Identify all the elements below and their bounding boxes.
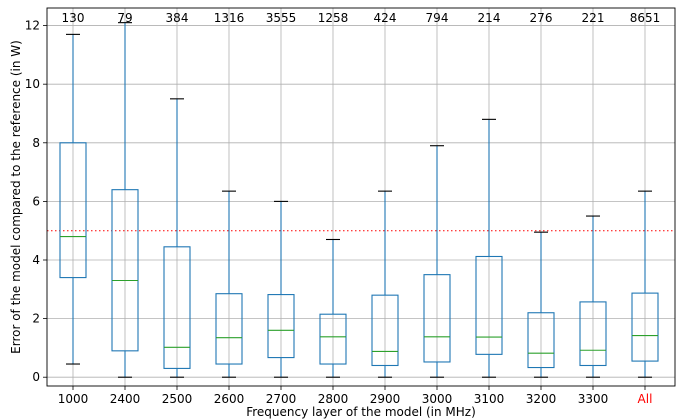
x-tick-label: 3000	[422, 392, 453, 406]
iqr-box	[579, 301, 607, 367]
box-2900	[371, 190, 399, 378]
iqr-box	[475, 255, 503, 355]
x-tick-label: 2500	[162, 392, 193, 406]
count-label: 424	[374, 11, 397, 25]
box-2600	[215, 190, 243, 378]
x-tick-label: 3200	[526, 392, 557, 406]
boxes	[59, 22, 659, 378]
box-2500	[163, 98, 191, 378]
y-tick-label: 4	[32, 253, 40, 267]
iqr-box	[319, 313, 347, 365]
box-3300	[579, 215, 607, 378]
grid-lines	[47, 8, 675, 386]
count-label: 79	[117, 11, 132, 25]
x-axis-ticks: 1000 2400 2500 2600 2700 2800 2900 3000 3100 3200…	[58, 386, 653, 406]
count-label: 3555	[266, 11, 297, 25]
box-3000	[423, 145, 451, 378]
y-tick-label: 2	[32, 312, 40, 326]
iqr-box	[163, 246, 191, 369]
iqr-box	[267, 294, 295, 359]
iqr-box	[423, 274, 451, 363]
count-label: 214	[478, 11, 501, 25]
x-tick-label: 3100	[474, 392, 505, 406]
iqr-box	[215, 293, 243, 365]
box-3100	[475, 118, 503, 378]
count-label: 8651	[630, 11, 661, 25]
iqr-box	[527, 312, 555, 369]
y-axis-label: Error of the model compared to the refer…	[9, 40, 23, 354]
count-label: 276	[530, 11, 553, 25]
count-label: 130	[62, 11, 85, 25]
y-tick-label: 12	[25, 19, 40, 33]
count-label: 384	[166, 11, 189, 25]
plot-frame	[46, 7, 676, 387]
y-tick-label: 10	[25, 77, 40, 91]
y-axis-ticks: 0 2 4 6 8 10 12	[25, 19, 47, 384]
count-labels: 130 79 384 1316 3555 1258 424 794 214 276 221 8651	[62, 11, 661, 25]
box-3200	[527, 231, 555, 378]
box-2700	[267, 200, 295, 378]
x-tick-label: All	[638, 392, 653, 406]
iqr-box	[371, 294, 399, 367]
x-tick-label: 2900	[370, 392, 401, 406]
iqr-box	[111, 189, 139, 352]
x-tick-label: 2700	[266, 392, 297, 406]
count-label: 1316	[214, 11, 245, 25]
iqr-box	[59, 142, 87, 279]
count-label: 221	[582, 11, 605, 25]
y-tick-label: 0	[32, 370, 40, 384]
box-2800	[319, 238, 347, 378]
box-All	[631, 190, 659, 378]
count-label: 794	[426, 11, 449, 25]
count-label: 1258	[318, 11, 349, 25]
x-tick-label: 1000	[58, 392, 89, 406]
x-tick-label: 2800	[318, 392, 349, 406]
box-2400	[111, 22, 139, 378]
y-tick-label: 6	[32, 194, 40, 208]
x-axis-label: Frequency layer of the model (in MHz)	[246, 405, 476, 419]
y-tick-label: 8	[32, 136, 40, 150]
x-tick-label: 2600	[214, 392, 245, 406]
x-tick-label: 3300	[578, 392, 609, 406]
x-tick-label: 2400	[110, 392, 141, 406]
iqr-box	[631, 292, 659, 362]
box-1000	[59, 33, 87, 365]
